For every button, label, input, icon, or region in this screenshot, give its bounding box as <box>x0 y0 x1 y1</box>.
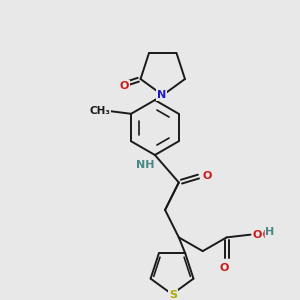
Text: NH: NH <box>136 160 154 170</box>
Text: S: S <box>169 290 177 300</box>
Text: H: H <box>266 227 275 237</box>
Text: O: O <box>119 81 129 91</box>
Text: O: O <box>253 230 262 240</box>
Text: N: N <box>157 90 167 100</box>
Text: CH₃: CH₃ <box>89 106 110 116</box>
Text: OH: OH <box>255 230 274 240</box>
Text: O: O <box>220 262 229 273</box>
Text: O: O <box>202 171 212 181</box>
